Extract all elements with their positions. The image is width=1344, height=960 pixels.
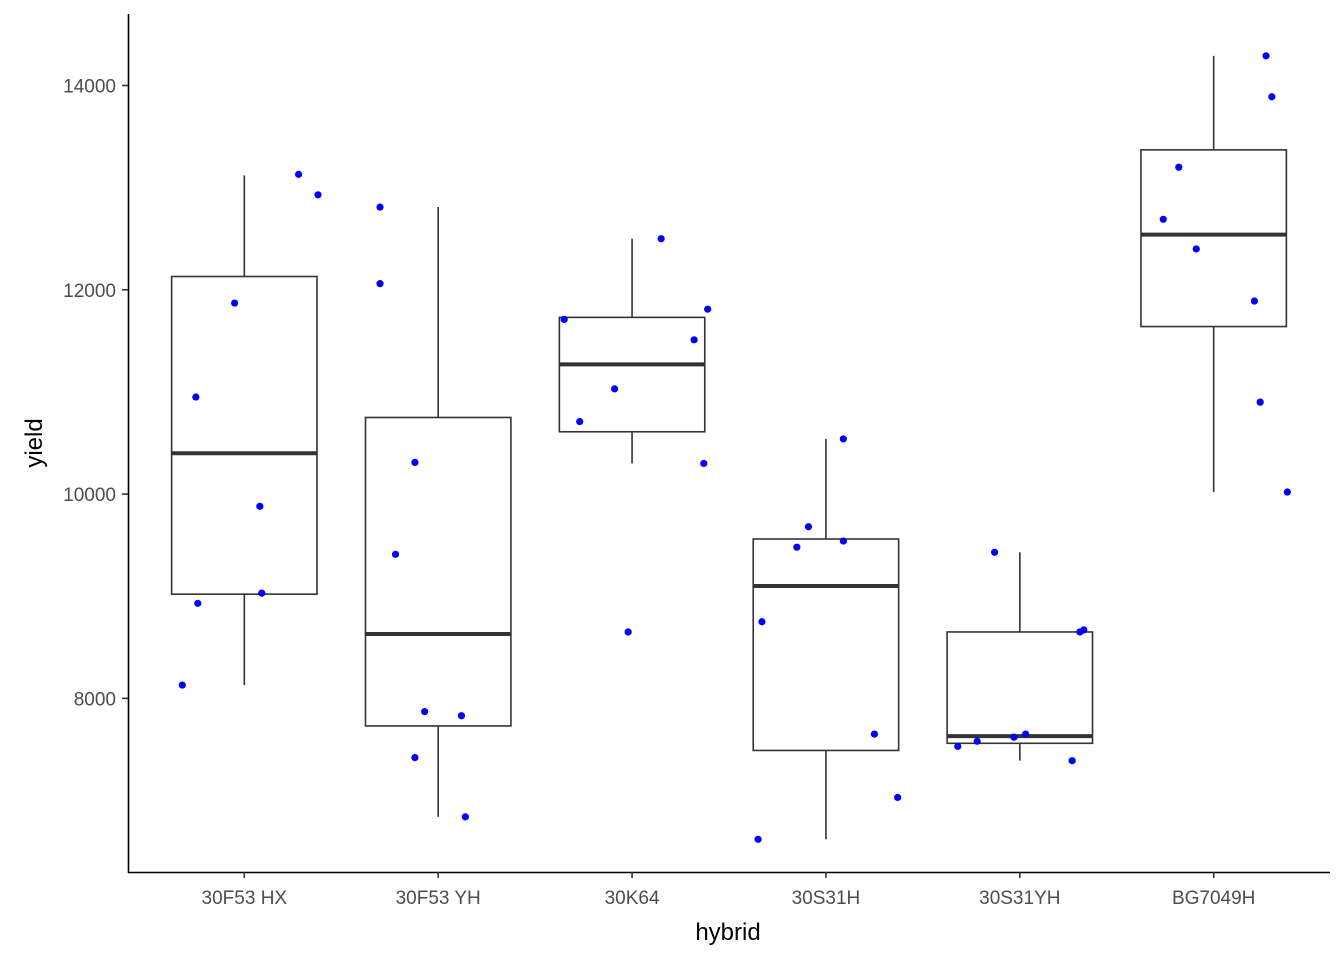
data-point xyxy=(178,681,186,689)
box-30f53-hx xyxy=(170,175,318,686)
data-point xyxy=(1022,730,1030,738)
box-30k64 xyxy=(558,238,706,464)
box-iqr xyxy=(364,416,512,727)
data-point xyxy=(421,708,429,716)
box-30s31h xyxy=(752,438,900,840)
data-point xyxy=(700,459,708,468)
y-tick-label: 14000 xyxy=(63,77,116,98)
data-point xyxy=(839,537,847,545)
data-point xyxy=(793,543,801,551)
data-point xyxy=(804,523,813,531)
data-point xyxy=(457,712,466,720)
data-point xyxy=(954,742,962,750)
box-iqr xyxy=(752,538,900,752)
data-point xyxy=(973,737,981,745)
data-point xyxy=(295,170,303,178)
data-point xyxy=(376,203,384,211)
data-point xyxy=(1068,757,1076,765)
data-point xyxy=(1283,488,1291,496)
box-30f53-yh xyxy=(364,207,512,817)
data-point xyxy=(560,315,568,324)
x-tick-label: 30F53 YH xyxy=(396,888,481,909)
data-point xyxy=(611,385,619,393)
data-point xyxy=(839,435,847,443)
box-iqr xyxy=(170,275,318,595)
data-point xyxy=(624,628,632,636)
box-30s31yh xyxy=(946,552,1094,761)
data-point xyxy=(1192,245,1200,253)
data-point xyxy=(194,599,202,607)
box-iqr xyxy=(946,631,1094,745)
data-point xyxy=(870,730,879,738)
y-tick-label: 10000 xyxy=(63,485,116,506)
box-iqr xyxy=(558,316,706,433)
x-tick-label: 30S31YH xyxy=(979,888,1060,909)
y-tick-label: 12000 xyxy=(63,281,116,302)
data-point xyxy=(411,458,419,467)
data-point xyxy=(690,336,698,344)
data-point xyxy=(758,618,766,626)
data-point xyxy=(1159,215,1167,223)
data-point xyxy=(1080,626,1088,634)
x-tick-label: 30K64 xyxy=(605,888,660,909)
data-point xyxy=(754,835,762,843)
y-axis-title: yield xyxy=(21,418,48,467)
data-point xyxy=(314,191,322,199)
data-point xyxy=(894,793,902,802)
box-iqr xyxy=(1140,149,1288,328)
data-point xyxy=(991,548,999,556)
x-axis-ticks: 30F53 HX 30F53 YH 30K64 30S31H 30S31YH BG7049… xyxy=(202,872,1255,909)
data-point xyxy=(231,299,239,307)
data-point xyxy=(1256,398,1264,406)
data-point xyxy=(258,589,266,597)
x-tick-label: 30S31H xyxy=(792,888,861,909)
data-point xyxy=(1010,733,1018,741)
y-axis-ticks: 8000 10000 12000 14000 xyxy=(63,77,128,710)
x-tick-label: 30F53 HX xyxy=(202,888,288,909)
x-axis-title: hybrid xyxy=(695,919,760,946)
data-point xyxy=(391,550,400,558)
data-point xyxy=(256,502,264,510)
data-point xyxy=(1262,52,1270,60)
data-point xyxy=(1250,297,1258,305)
data-point xyxy=(576,417,584,426)
data-point xyxy=(461,813,469,821)
data-point xyxy=(411,754,419,762)
data-point xyxy=(376,280,384,288)
box-bg7049h xyxy=(1140,55,1288,493)
plot-area xyxy=(170,52,1291,843)
x-tick-label: BG7049H xyxy=(1172,888,1255,909)
data-point xyxy=(192,393,200,401)
data-point xyxy=(704,305,712,313)
data-point xyxy=(1175,163,1183,171)
data-point xyxy=(657,235,665,243)
data-point xyxy=(1268,93,1276,101)
y-tick-label: 8000 xyxy=(74,689,116,710)
